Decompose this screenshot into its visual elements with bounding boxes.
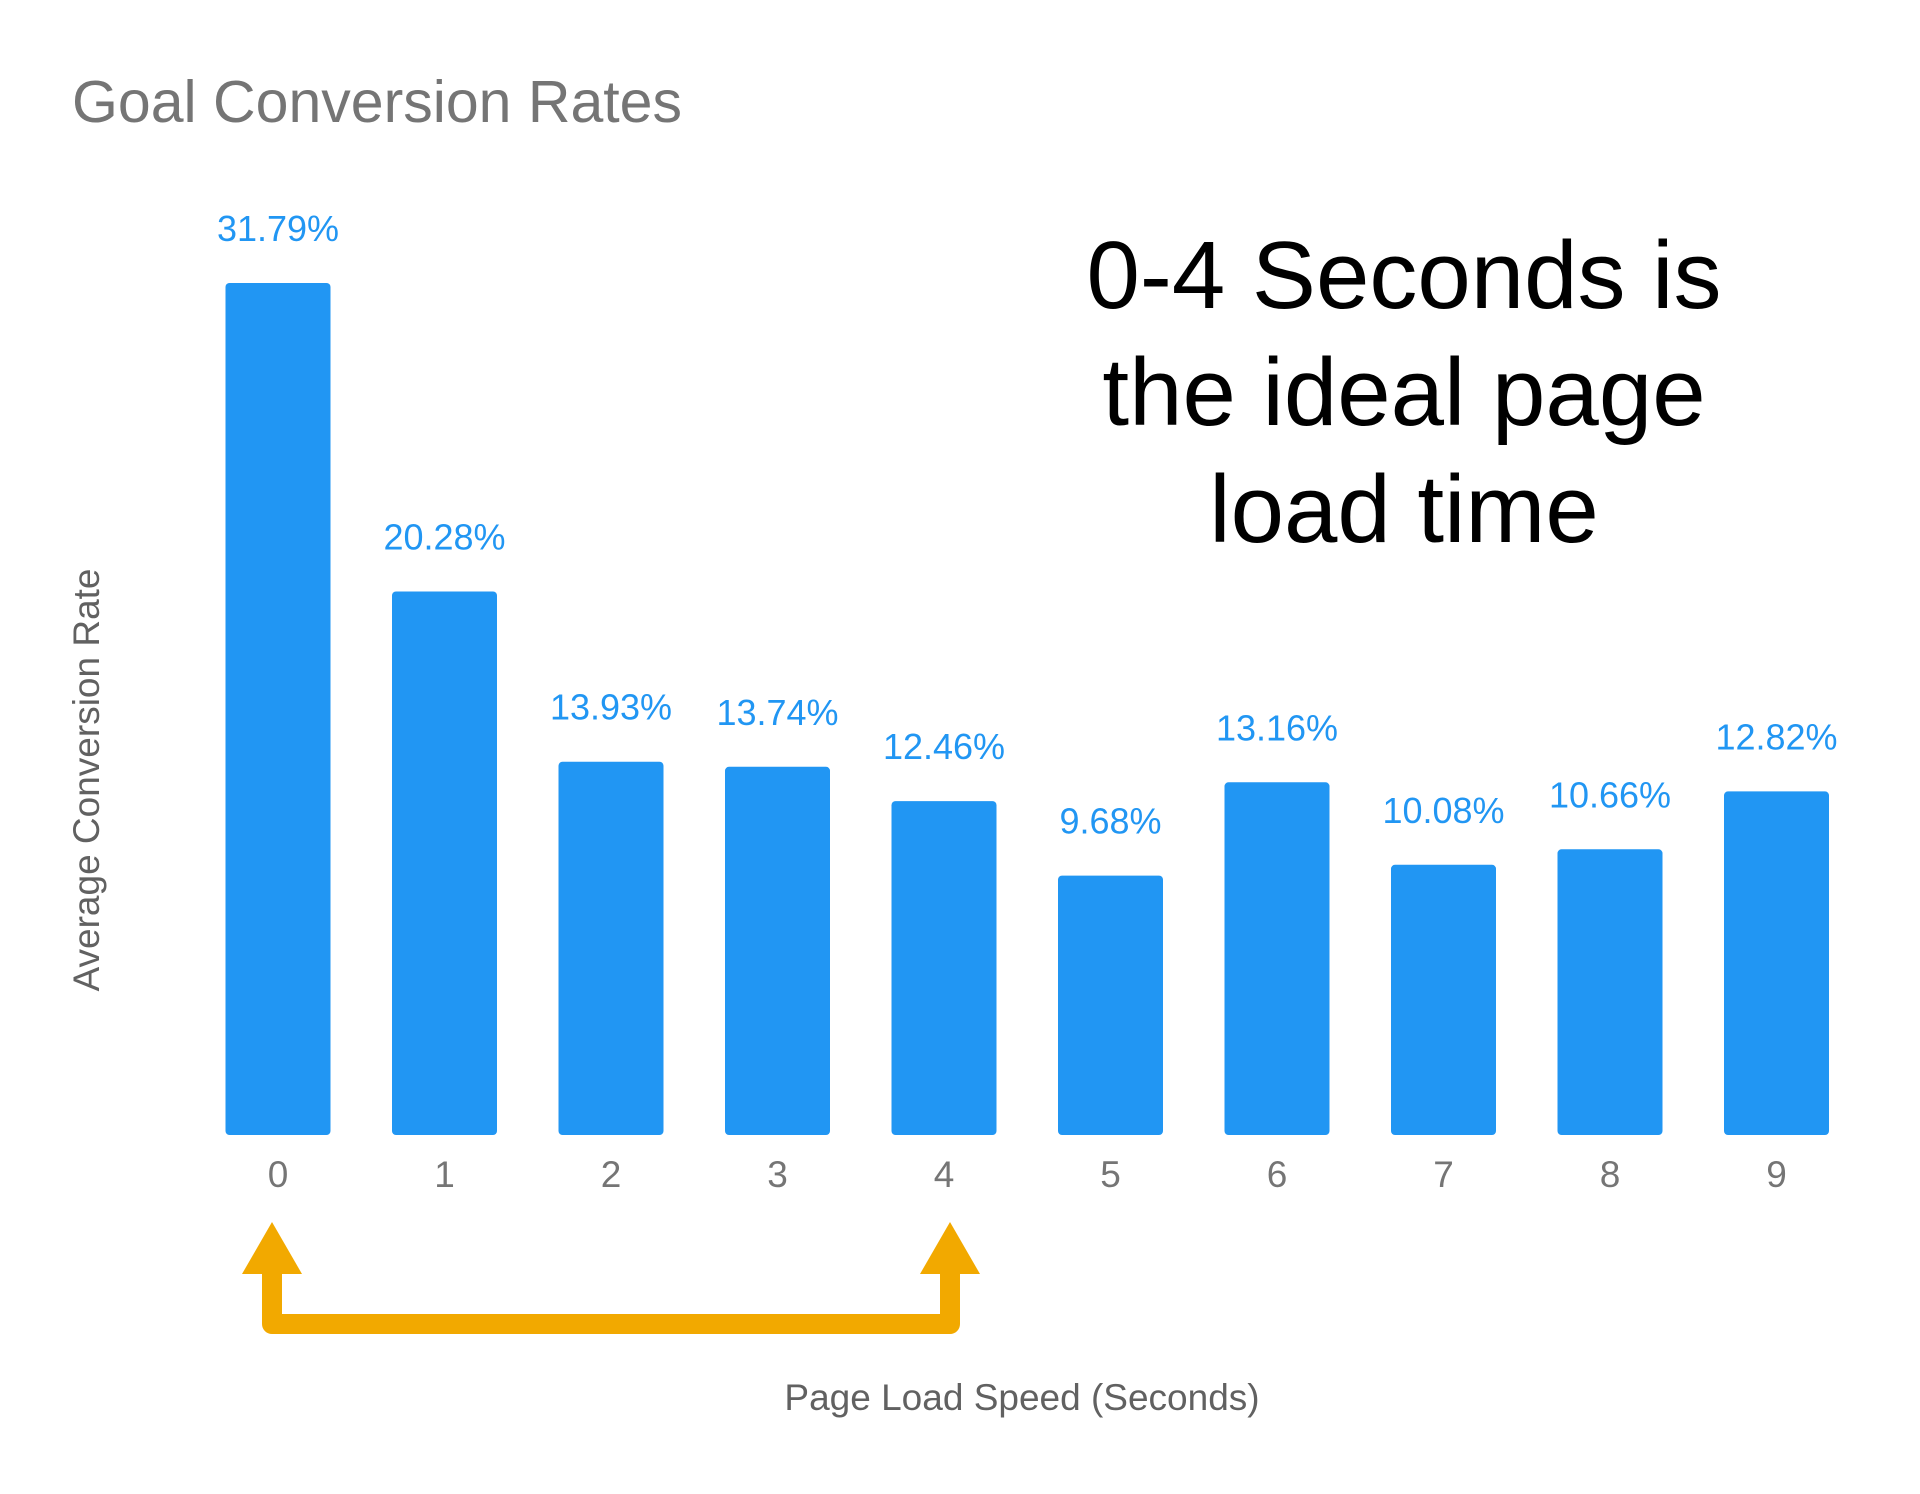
annotation-line-1: 0-4 Seconds is: [1086, 222, 1721, 329]
bar-7: [1391, 864, 1496, 1135]
range-arrow-head-right: [920, 1222, 980, 1274]
bar-6: [1224, 782, 1330, 1135]
x-axis-label: Page Load Speed (Seconds): [784, 1377, 1259, 1418]
annotation-line-2: the ideal page: [1102, 339, 1705, 446]
data-label-5: 9.68%: [1059, 801, 1161, 842]
data-label-7: 10.08%: [1382, 790, 1504, 831]
x-tick-5: 5: [1100, 1154, 1121, 1195]
bar-8: [1557, 849, 1663, 1135]
bar-3: [725, 766, 830, 1135]
x-tick-9: 9: [1766, 1154, 1787, 1195]
range-arrow: [242, 1222, 980, 1334]
x-tick-2: 2: [601, 1154, 622, 1195]
x-tick-labels-group: 0 1 2 3 4 5 6 7 8 9: [268, 1154, 1787, 1195]
data-label-9: 12.82%: [1715, 716, 1837, 757]
annotation-text: 0-4 Seconds is the ideal page load time: [1086, 222, 1721, 563]
data-label-0: 31.79%: [217, 208, 339, 249]
bar-9: [1724, 791, 1829, 1135]
bar-1: [392, 591, 497, 1135]
data-label-8: 10.66%: [1549, 774, 1671, 815]
x-tick-7: 7: [1433, 1154, 1454, 1195]
bar-0: [225, 283, 331, 1135]
range-arrow-head-left: [242, 1222, 302, 1274]
data-labels-group: 31.79% 20.28% 13.93% 13.74% 12.46% 9.68% 13.16…: [217, 208, 1838, 842]
range-arrow-shaft: [262, 1270, 960, 1334]
y-axis-label: Average Conversion Rate: [66, 568, 107, 991]
x-tick-4: 4: [934, 1154, 955, 1195]
x-tick-0: 0: [268, 1154, 289, 1195]
data-label-2: 13.93%: [550, 687, 672, 728]
data-label-1: 20.28%: [383, 517, 505, 558]
annotation-line-3: load time: [1209, 456, 1599, 563]
x-tick-3: 3: [767, 1154, 788, 1195]
bar-5: [1058, 875, 1163, 1135]
chart-title: Goal Conversion Rates: [72, 69, 682, 135]
data-label-6: 13.16%: [1216, 707, 1338, 748]
x-tick-1: 1: [434, 1154, 455, 1195]
bar-4: [891, 801, 997, 1135]
data-label-4: 12.46%: [883, 726, 1005, 767]
bar-2: [558, 761, 664, 1135]
x-tick-6: 6: [1267, 1154, 1288, 1195]
x-tick-8: 8: [1600, 1154, 1621, 1195]
bars-group: [225, 283, 1829, 1135]
data-label-3: 13.74%: [716, 692, 838, 733]
